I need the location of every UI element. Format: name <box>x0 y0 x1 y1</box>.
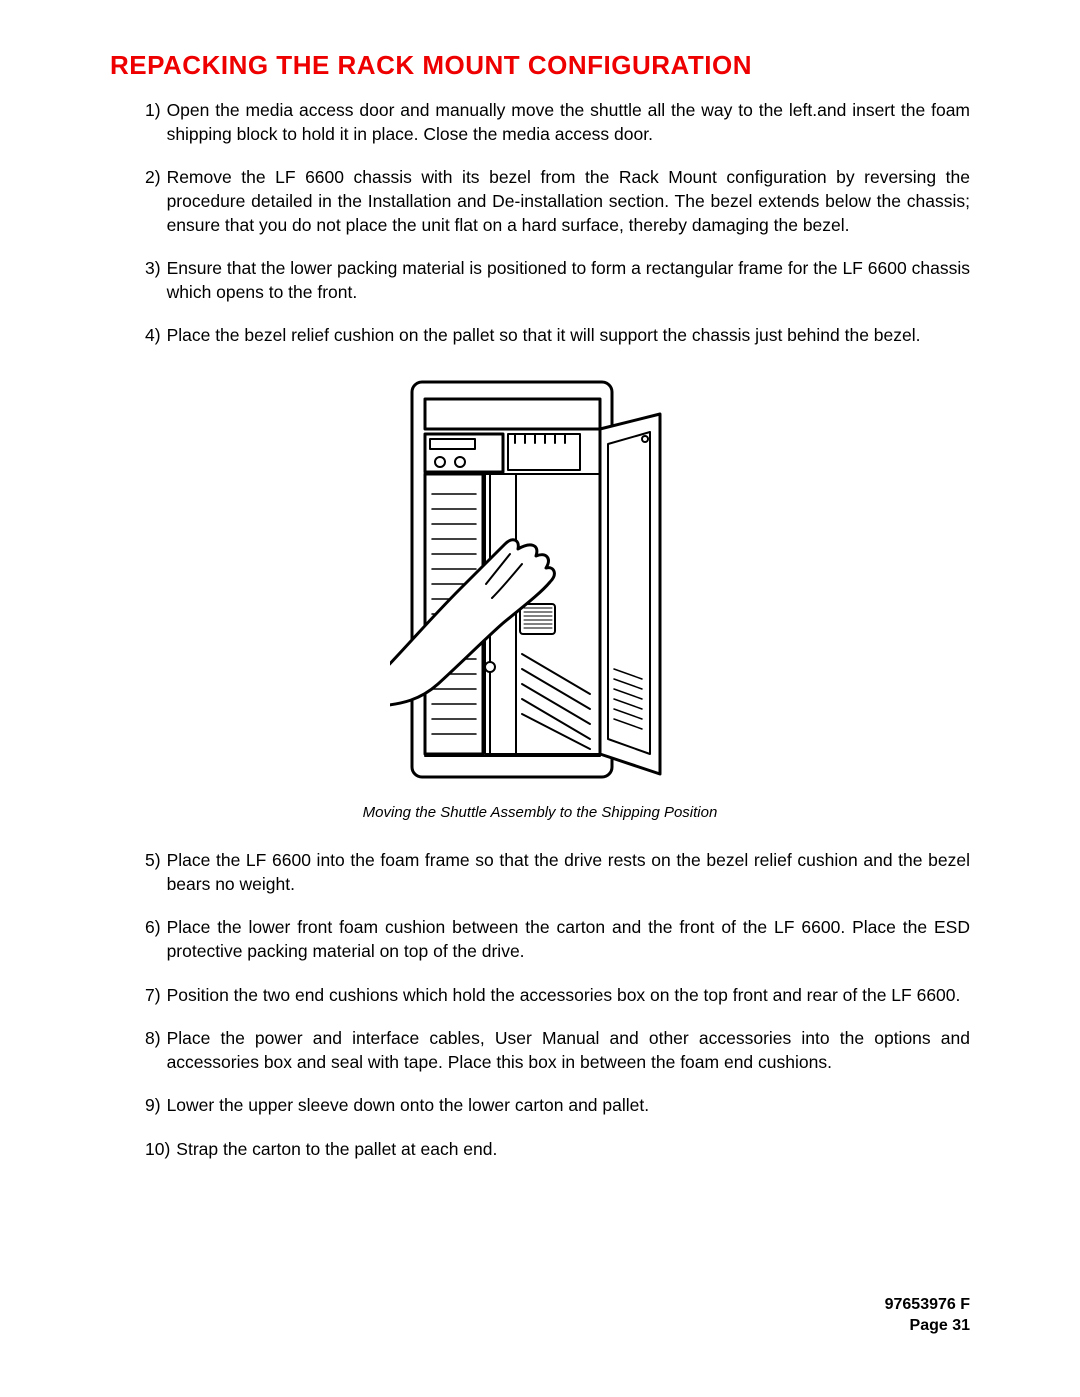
figure-shuttle-drawing <box>110 374 970 794</box>
step-8: 8) Place the power and interface cables,… <box>145 1027 970 1074</box>
step-text: Lower the upper sleeve down onto the low… <box>167 1094 970 1118</box>
figure-caption: Moving the Shuttle Assembly to the Shipp… <box>110 804 970 821</box>
step-text: Strap the carton to the pallet at each e… <box>176 1138 970 1162</box>
shuttle-illustration-icon <box>390 374 690 789</box>
step-text: Ensure that the lower packing material i… <box>167 257 970 304</box>
page-footer: 97653976 F Page 31 <box>885 1294 970 1337</box>
step-number: 1) <box>145 99 161 146</box>
doc-number: 97653976 F <box>885 1294 970 1316</box>
step-text: Place the lower front foam cushion betwe… <box>167 916 970 963</box>
step-10: 10) Strap the carton to the pallet at ea… <box>145 1138 970 1162</box>
step-number: 2) <box>145 166 161 237</box>
step-text: Position the two end cushions which hold… <box>167 984 970 1008</box>
step-7: 7) Position the two end cushions which h… <box>145 984 970 1008</box>
steps-list-bottom: 5) Place the LF 6600 into the foam frame… <box>145 849 970 1162</box>
step-5: 5) Place the LF 6600 into the foam frame… <box>145 849 970 896</box>
step-2: 2) Remove the LF 6600 chassis with its b… <box>145 166 970 237</box>
steps-list-top: 1) Open the media access door and manual… <box>145 99 970 348</box>
step-1: 1) Open the media access door and manual… <box>145 99 970 146</box>
document-page: REPACKING THE RACK MOUNT CONFIGURATION 1… <box>0 0 1080 1397</box>
step-9: 9) Lower the upper sleeve down onto the … <box>145 1094 970 1118</box>
step-text: Remove the LF 6600 chassis with its beze… <box>167 166 970 237</box>
section-title: REPACKING THE RACK MOUNT CONFIGURATION <box>110 50 970 81</box>
step-number: 7) <box>145 984 161 1008</box>
step-number: 6) <box>145 916 161 963</box>
step-3: 3) Ensure that the lower packing materia… <box>145 257 970 304</box>
step-6: 6) Place the lower front foam cushion be… <box>145 916 970 963</box>
step-number: 5) <box>145 849 161 896</box>
step-number: 3) <box>145 257 161 304</box>
step-text: Place the bezel relief cushion on the pa… <box>167 324 970 348</box>
step-number: 10) <box>145 1138 170 1162</box>
step-number: 4) <box>145 324 161 348</box>
step-text: Place the LF 6600 into the foam frame so… <box>167 849 970 896</box>
step-text: Open the media access door and manually … <box>167 99 970 146</box>
step-number: 9) <box>145 1094 161 1118</box>
step-4: 4) Place the bezel relief cushion on the… <box>145 324 970 348</box>
step-number: 8) <box>145 1027 161 1074</box>
page-number: Page 31 <box>885 1315 970 1337</box>
step-text: Place the power and interface cables, Us… <box>167 1027 970 1074</box>
